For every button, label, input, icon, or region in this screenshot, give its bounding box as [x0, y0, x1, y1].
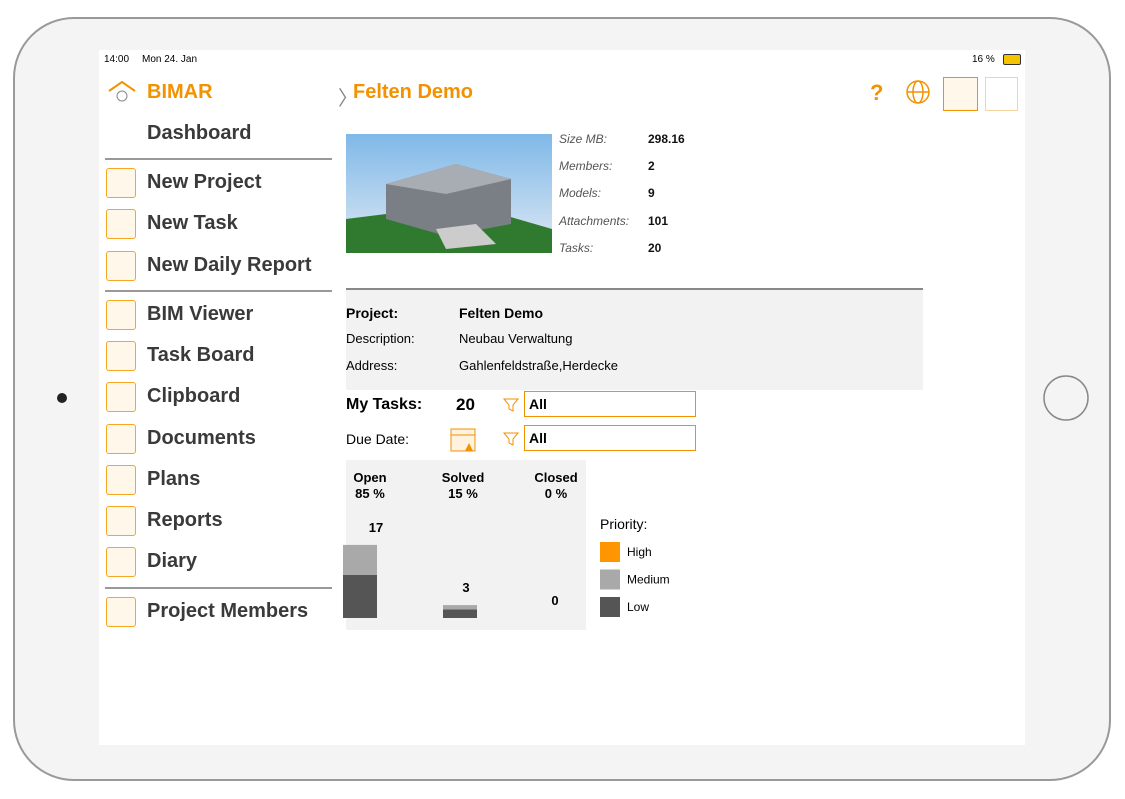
legend-label: Low — [627, 600, 649, 614]
divider — [346, 288, 923, 290]
separator — [105, 587, 332, 589]
menu-icon[interactable] — [106, 251, 136, 281]
stat-value: 298.16 — [648, 132, 685, 146]
info-label: Project: — [346, 305, 399, 321]
bar-segment — [343, 544, 377, 575]
menu-item[interactable]: New Project — [147, 171, 262, 193]
info-label: Description: — [346, 331, 415, 346]
menu-item[interactable]: Project Members — [147, 600, 309, 622]
separator — [105, 158, 332, 160]
app-logo — [107, 79, 137, 107]
column-percent: 15 % — [448, 486, 478, 501]
menu-icon[interactable] — [106, 341, 136, 371]
column-percent: 85 % — [355, 486, 385, 501]
menu-item[interactable]: Plans — [147, 468, 201, 490]
menu-item[interactable]: Diary — [147, 550, 198, 572]
menu-icon[interactable] — [106, 597, 136, 627]
stat-value: 2 — [648, 159, 655, 173]
bar-segment — [443, 609, 477, 618]
menu-icon[interactable] — [106, 300, 136, 330]
status-time: 14:00 — [104, 54, 130, 65]
my-tasks-label: My Tasks: — [346, 396, 423, 413]
legend-label: High — [627, 545, 652, 559]
legend-swatch — [600, 569, 620, 590]
menu-item[interactable]: Task Board — [147, 344, 255, 366]
status-date: Mon 24. Jan — [142, 54, 198, 65]
stat-value: 101 — [648, 214, 669, 228]
chart-panel — [346, 460, 586, 630]
menu-item[interactable]: New Daily Report — [147, 254, 312, 276]
menu-item[interactable]: Clipboard — [147, 385, 241, 407]
breadcrumb[interactable]: Felten Demo — [353, 81, 474, 103]
battery-icon — [1003, 54, 1021, 65]
legend-label: Medium — [627, 573, 670, 587]
menu-item[interactable]: New Task — [147, 212, 238, 234]
stat-label: Attachments: — [559, 214, 630, 228]
stat-value: 20 — [648, 241, 662, 255]
menu-icon[interactable] — [106, 382, 136, 412]
column-total: 17 — [369, 520, 383, 535]
stat-label: Members: — [559, 159, 613, 173]
project-thumbnail — [346, 134, 552, 253]
user-button[interactable] — [943, 77, 978, 111]
menu-icon[interactable] — [106, 465, 136, 495]
legend-title: Priority: — [600, 516, 647, 532]
column-title: Solved — [442, 470, 485, 485]
column-total: 3 — [462, 580, 469, 595]
info-label: Address: — [346, 358, 398, 373]
help-button[interactable]: ? — [870, 80, 884, 105]
stat-value: 9 — [648, 186, 655, 200]
info-value: Gahlenfeldstraße,Herdecke — [459, 358, 618, 373]
menu-icon[interactable] — [106, 424, 136, 454]
menu-item[interactable]: Reports — [147, 509, 223, 531]
menu-icon[interactable] — [106, 168, 136, 198]
language-button[interactable] — [905, 79, 931, 105]
tasks-filter[interactable]: All — [524, 391, 696, 417]
my-tasks-count: 20 — [456, 395, 475, 414]
status-battery: 16 % — [972, 54, 995, 65]
stat-label: Tasks: — [559, 241, 594, 255]
menu-icon[interactable] — [106, 209, 136, 239]
info-value: Felten Demo — [459, 305, 544, 321]
legend-swatch — [600, 597, 620, 617]
menu-item[interactable]: Dashboard — [147, 122, 252, 144]
filter-icon[interactable] — [503, 397, 519, 413]
stat-label: Models: — [559, 186, 602, 200]
column-title: Closed — [534, 470, 577, 485]
menu-icon[interactable] — [106, 547, 136, 577]
project-info-panel — [346, 290, 923, 390]
bar-segment — [443, 605, 477, 610]
due-date-filter[interactable]: All — [524, 425, 696, 451]
menu-icon[interactable] — [106, 506, 136, 536]
column-percent: 0 % — [545, 486, 568, 501]
calendar-icon[interactable] — [450, 425, 476, 453]
stat-label: Size MB: — [559, 132, 608, 146]
bar-segment — [343, 575, 377, 618]
column-title: Open — [353, 470, 386, 485]
app-name: BIMAR — [147, 81, 213, 103]
legend-swatch — [600, 542, 620, 562]
menu-item[interactable]: Documents — [147, 427, 256, 449]
filter-icon[interactable] — [503, 431, 519, 447]
due-date-label: Due Date: — [346, 431, 410, 447]
info-value: Neubau Verwaltung — [459, 331, 573, 346]
column-total: 0 — [551, 593, 558, 608]
breadcrumb-chevron: 〉 — [338, 88, 358, 110]
menu-item[interactable]: BIM Viewer — [147, 303, 254, 325]
layout-button[interactable] — [985, 77, 1018, 111]
separator — [105, 290, 332, 292]
